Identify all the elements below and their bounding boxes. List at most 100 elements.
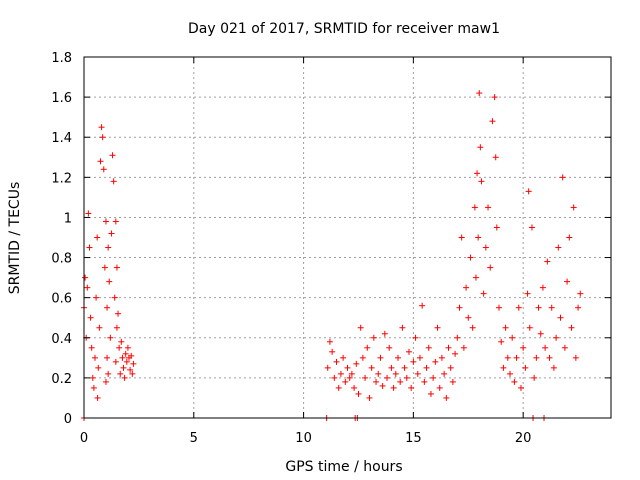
data-point [557,314,564,321]
data-point [93,294,100,301]
data-point [458,234,465,241]
data-point [377,354,384,361]
data-point [82,274,89,281]
data-point [128,352,135,359]
data-point [425,344,432,351]
data-point [96,324,103,331]
data-point [366,394,373,401]
y-tick-label: 1 [64,211,72,226]
x-tick-label: 10 [295,431,312,446]
data-point [353,360,360,367]
data-point [537,330,544,337]
data-point [121,374,128,381]
data-point [456,304,463,311]
data-point [112,218,119,225]
data-point [498,338,505,345]
x-axis-label: GPS time / hours [285,459,402,475]
data-point [113,264,120,271]
data-point [88,344,95,351]
data-point [482,244,489,251]
data-point [469,324,476,331]
data-point [548,304,555,311]
data-point [94,394,101,401]
data-point [500,364,507,371]
data-point [119,354,126,361]
data-point [526,324,533,331]
data-point [465,314,472,321]
data-point [412,334,419,341]
data-point [463,284,470,291]
data-point [531,374,538,381]
data-point [542,344,549,351]
data-point [100,166,107,173]
data-point [564,278,571,285]
data-point [373,378,380,385]
data-point [421,378,428,385]
y-tick-label: 0.2 [51,372,72,387]
data-point [553,334,560,341]
data-point [104,354,111,361]
data-point [509,334,516,341]
data-point [102,378,109,385]
data-point [436,384,443,391]
data-point [84,284,91,291]
data-point [108,230,115,237]
y-tick-label: 0.8 [51,252,72,267]
data-point [502,324,509,331]
data-point [550,364,557,371]
data-point [405,348,412,355]
data-point [344,364,351,371]
data-point [102,218,109,225]
data-point [130,360,137,367]
data-point [520,344,527,351]
data-point [568,324,575,331]
data-point [379,382,386,389]
data-point [452,350,459,357]
data-point [326,338,333,345]
data-point [355,390,362,397]
data-point [416,354,423,361]
y-tick-label: 1.4 [51,131,72,146]
data-point [123,358,130,365]
data-point [370,334,377,341]
data-point [566,234,573,241]
data-point [120,364,127,371]
data-point [364,344,371,351]
data-point [86,244,93,251]
data-point [104,304,111,311]
data-point [491,94,498,101]
data-point [476,90,483,97]
data-point [430,374,437,381]
data-point [375,370,382,377]
data-point [401,364,408,371]
data-point [112,358,119,365]
data-point [504,354,511,361]
data-point [351,384,358,391]
grid [84,57,611,418]
data-point [467,254,474,261]
data-point [340,354,347,361]
chart-title: Day 021 of 2017, SRMTID for receiver maw… [188,21,500,37]
data-point [106,278,113,285]
data-point [386,344,393,351]
data-point [122,350,129,357]
data-point [480,290,487,297]
data-point [388,364,395,371]
x-tick-label: 20 [515,431,532,446]
data-point [511,378,518,385]
data-point [487,264,494,271]
y-axis-label: SRMTID / TECUs [7,182,23,295]
data-point [95,364,102,371]
data-point [432,358,439,365]
data-point [107,334,114,341]
x-tick-label: 5 [190,431,198,446]
data-point [397,378,404,385]
data-point [117,370,124,377]
data-point [85,210,92,217]
data-point [408,384,415,391]
data-point [577,290,584,297]
data-point [506,370,513,377]
data-point [89,374,96,381]
